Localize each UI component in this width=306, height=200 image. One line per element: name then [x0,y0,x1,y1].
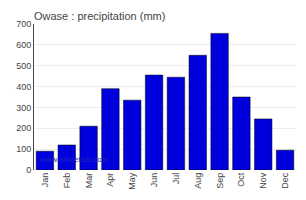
svg-text:Oct: Oct [236,172,246,187]
svg-text:100: 100 [16,144,31,154]
svg-text:500: 500 [16,61,31,71]
svg-text:Jun: Jun [149,173,159,188]
svg-text:200: 200 [16,123,31,133]
svg-text:Apr: Apr [105,173,115,187]
svg-text:Feb: Feb [62,173,72,189]
svg-text:Owase : precipitation (mm): Owase : precipitation (mm) [34,10,165,22]
svg-text:400: 400 [16,82,31,92]
svg-text:0: 0 [26,165,31,175]
svg-text:www.allmetsat.com: www.allmetsat.com [39,155,109,164]
svg-text:Dec: Dec [280,172,290,189]
svg-text:Jan: Jan [40,173,50,188]
svg-text:Aug: Aug [193,173,203,189]
svg-text:Sep: Sep [215,173,225,189]
svg-text:May: May [127,172,137,190]
svg-text:Mar: Mar [84,173,94,189]
svg-text:600: 600 [16,40,31,50]
svg-text:300: 300 [16,103,31,113]
svg-text:700: 700 [16,19,31,29]
svg-text:Nov: Nov [258,172,268,189]
svg-text:Jul: Jul [171,173,181,185]
